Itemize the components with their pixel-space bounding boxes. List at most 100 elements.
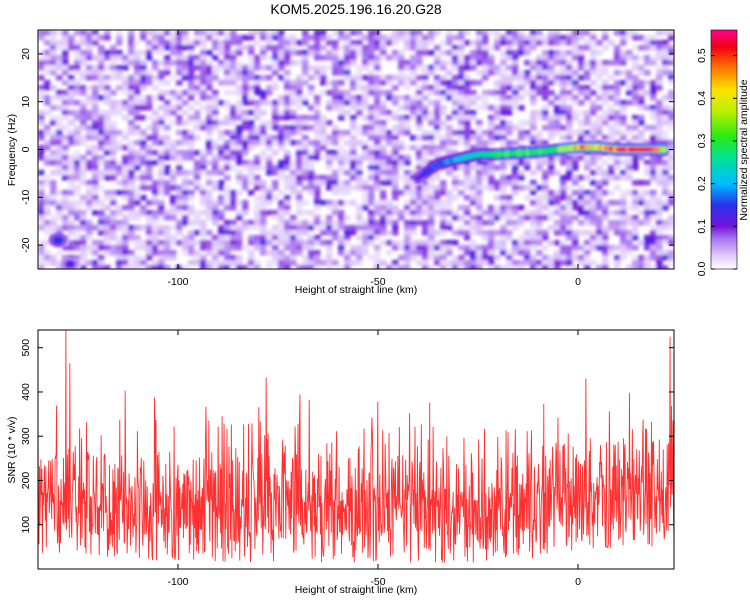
heatmap-cell: [464, 40, 471, 46]
heatmap-cell: [122, 205, 129, 211]
heatmap-cell: [410, 35, 417, 41]
heatmap-cell: [344, 110, 351, 116]
heatmap-cell: [458, 50, 465, 56]
heatmap-cell: [548, 70, 555, 76]
heatmap-cell: [62, 50, 69, 56]
heatmap-cell: [248, 110, 255, 116]
heatmap-cell: [584, 165, 591, 171]
heatmap-cell: [422, 40, 429, 46]
heatmap-cell: [398, 160, 405, 166]
heatmap-cell: [182, 65, 189, 71]
heatmap-cell: [560, 240, 567, 246]
heatmap-cell: [200, 85, 207, 91]
heatmap-cell: [338, 30, 345, 36]
heatmap-cell: [578, 75, 585, 81]
heatmap-cell: [302, 155, 309, 161]
heatmap-cell: [620, 160, 627, 166]
heatmap-cell: [278, 220, 285, 226]
heatmap-cell: [200, 50, 207, 56]
heatmap-cell: [632, 85, 639, 91]
heatmap-cell: [194, 85, 201, 91]
heatmap-cell: [482, 65, 489, 71]
heatmap-cell: [320, 55, 327, 61]
heatmap-cell: [56, 150, 63, 156]
heatmap-cell: [290, 225, 297, 231]
heatmap-cell: [530, 170, 537, 176]
heatmap-cell: [224, 30, 231, 36]
heatmap-x-axis: -100 -50 0: [167, 30, 581, 288]
heatmap-cell: [248, 160, 255, 166]
heatmap-cell: [392, 225, 399, 231]
heatmap-cell: [266, 40, 273, 46]
heatmap-cell: [68, 95, 75, 101]
heatmap-cell: [86, 65, 93, 71]
heatmap-cell: [236, 75, 243, 81]
heatmap-cell: [296, 140, 303, 146]
snr-y-label: SNR (10 * v/v): [6, 416, 18, 483]
heatmap-cell: [662, 30, 669, 36]
heatmap-cell: [482, 220, 489, 226]
heatmap-cell: [656, 160, 663, 166]
heatmap-cell: [416, 215, 423, 221]
heatmap-cell: [218, 260, 225, 266]
heatmap-cell: [578, 30, 585, 36]
heatmap-cell: [368, 135, 375, 141]
heatmap-cell: [314, 35, 321, 41]
heatmap-cell: [50, 45, 57, 51]
heatmap-cell: [320, 125, 327, 131]
heatmap-cell: [596, 235, 603, 241]
heatmap-cell: [338, 110, 345, 116]
heatmap-cell: [638, 180, 645, 186]
heatmap-cell: [194, 160, 201, 166]
heatmap-cell: [668, 125, 674, 131]
heatmap-cell: [56, 230, 63, 236]
heatmap-cell: [554, 55, 561, 61]
heatmap-cell: [542, 80, 549, 86]
heatmap-cell: [290, 140, 297, 146]
heatmap-cell: [554, 255, 561, 261]
heatmap-cell: [638, 220, 645, 226]
heatmap-cell: [416, 105, 423, 111]
heatmap-cell: [482, 245, 489, 251]
heatmap-cell: [110, 145, 117, 151]
heatmap-cell: [374, 245, 381, 251]
heatmap-cell: [134, 115, 141, 121]
heatmap-cell: [272, 115, 279, 121]
heatmap-cell: [260, 195, 267, 201]
heatmap-cell: [296, 120, 303, 126]
heatmap-cell: [224, 190, 231, 196]
heatmap-cell: [404, 185, 411, 191]
heatmap-cell: [476, 70, 483, 76]
heatmap-cell: [572, 240, 579, 246]
heatmap-cell: [446, 220, 453, 226]
heatmap-cell: [194, 30, 201, 36]
heatmap-cell: [182, 135, 189, 141]
heatmap-cell: [176, 170, 183, 176]
heatmap-cell: [380, 205, 387, 211]
heatmap-cell: [86, 205, 93, 211]
heatmap-cell: [398, 190, 405, 196]
heatmap-cell: [488, 165, 495, 171]
heatmap-cell: [464, 115, 471, 121]
heatmap-cell: [152, 265, 159, 269]
heatmap-cell: [464, 125, 471, 131]
heatmap-cell: [38, 225, 45, 231]
heatmap-cell: [404, 265, 411, 269]
heatmap-cell: [512, 265, 519, 269]
heatmap-cell: [188, 205, 195, 211]
heatmap-cell: [218, 135, 225, 141]
heatmap-cell: [620, 120, 627, 126]
heatmap-cell: [248, 100, 255, 106]
heatmap-cell: [128, 165, 135, 171]
heatmap-cell: [542, 190, 549, 196]
heatmap-cell: [104, 175, 111, 181]
heatmap-cell: [62, 100, 69, 106]
heatmap-cell: [188, 230, 195, 236]
heatmap-cell: [416, 160, 423, 166]
heatmap-cell: [530, 125, 537, 131]
heatmap-cell: [536, 205, 543, 211]
heatmap-cell: [134, 200, 141, 206]
heatmap-cell: [440, 60, 447, 66]
heatmap-cell: [212, 185, 219, 191]
heatmap-cell: [452, 130, 459, 136]
